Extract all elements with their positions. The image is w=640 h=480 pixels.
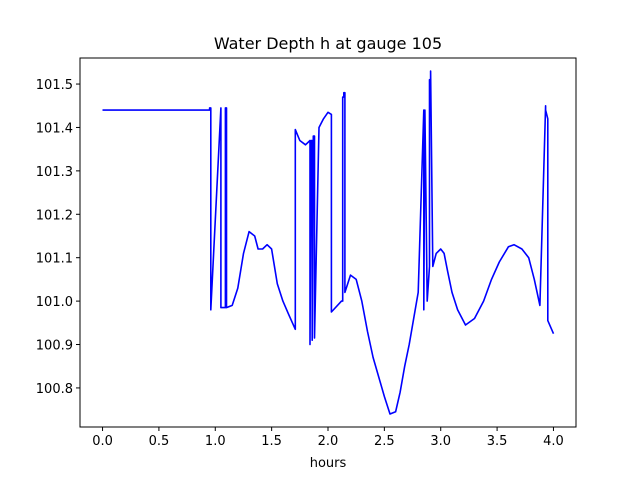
chart-title: Water Depth h at gauge 105 [214,34,442,53]
plot-frame [79,57,577,428]
y-tick-label: 101.3 [36,165,73,180]
x-tick-label: 3.0 [430,434,451,449]
x-tick-label: 1.0 [205,434,226,449]
plot-area [102,70,555,415]
x-tick-label: 1.5 [261,434,282,449]
y-tick-label: 100.8 [36,382,73,397]
x-tick-label: 0.5 [149,434,170,449]
x-axis-label: hours [310,456,347,471]
y-tick-label: 100.9 [36,339,73,354]
axis-ticks: 0.0 0.5 1.0 1.5 2.0 2.5 3.0 3.5 4.0 100.8 100.9 101… [36,78,564,449]
x-tick-label: 3.5 [487,434,508,449]
x-tick-label: 2.0 [318,434,339,449]
y-tick-label: 101.2 [36,208,73,223]
y-tick-label: 101.5 [36,78,73,93]
y-tick-label: 101.1 [36,252,73,267]
x-tick-label: 2.5 [374,434,395,449]
series-line [102,70,555,415]
y-tick-label: 101.4 [36,121,73,136]
y-tick-label: 101.0 [36,295,73,310]
x-tick-label: 4.0 [543,434,564,449]
x-tick-label: 0.0 [92,434,113,449]
